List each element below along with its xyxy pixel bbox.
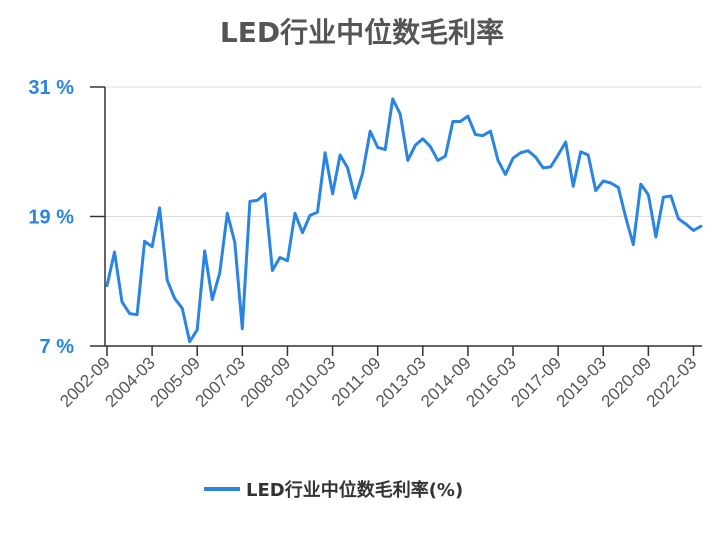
y-tick-label: 7 % — [40, 336, 75, 358]
y-axis: 7 % 19 % 31 % — [28, 77, 106, 358]
y-tick-label: 31 % — [28, 77, 74, 99]
chart-title: LED行业中位数毛利率 — [220, 16, 504, 49]
series-layer — [105, 97, 703, 344]
x-tick-label: 2022-03 — [643, 353, 701, 411]
legend-label: LED行业中位数毛利率(%) — [246, 479, 463, 501]
x-axis: 2002-092004-032005-092007-032008-092010-… — [56, 345, 702, 411]
gridlines — [105, 86, 702, 217]
series-line — [105, 97, 703, 344]
y-tick-label: 19 % — [28, 207, 74, 229]
legend[interactable]: LED行业中位数毛利率(%) — [204, 479, 463, 501]
x-tick-label: 2010-03 — [282, 353, 340, 411]
